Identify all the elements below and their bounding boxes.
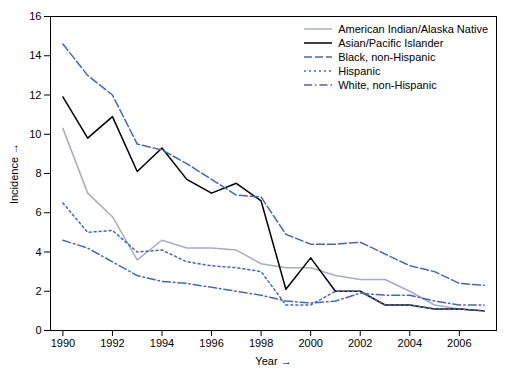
svg-text:2: 2	[35, 285, 41, 297]
svg-text:Year →: Year →	[255, 355, 291, 367]
svg-text:2004: 2004	[398, 337, 422, 349]
html-text:Hispanic: Hispanic	[338, 65, 381, 77]
svg-text:6: 6	[35, 206, 41, 218]
html-text:White, non-Hispanic: White, non-Hispanic	[338, 79, 437, 91]
svg-text:10: 10	[29, 128, 41, 140]
svg-text:1994: 1994	[150, 337, 174, 349]
svg-text:12: 12	[29, 89, 41, 101]
svg-text:1996: 1996	[199, 337, 223, 349]
svg-text:1992: 1992	[100, 337, 124, 349]
svg-text:Incidence →: Incidence →	[8, 143, 20, 204]
svg-text:8: 8	[35, 167, 41, 179]
svg-text:16: 16	[29, 10, 41, 22]
svg-text:4: 4	[35, 246, 41, 258]
html-text:Asian/Pacific Islander: Asian/Pacific Islander	[338, 37, 444, 49]
svg-text:2000: 2000	[298, 337, 322, 349]
html-text:American Indian/Alaska Native: American Indian/Alaska Native	[338, 23, 488, 35]
svg-text:14: 14	[29, 49, 41, 61]
svg-text:1990: 1990	[51, 337, 75, 349]
svg-text:0: 0	[35, 324, 41, 336]
svg-text:2006: 2006	[447, 337, 471, 349]
html-text:Black, non-Hispanic: Black, non-Hispanic	[338, 51, 436, 63]
svg-text:2002: 2002	[348, 337, 372, 349]
svg-text:1998: 1998	[249, 337, 273, 349]
